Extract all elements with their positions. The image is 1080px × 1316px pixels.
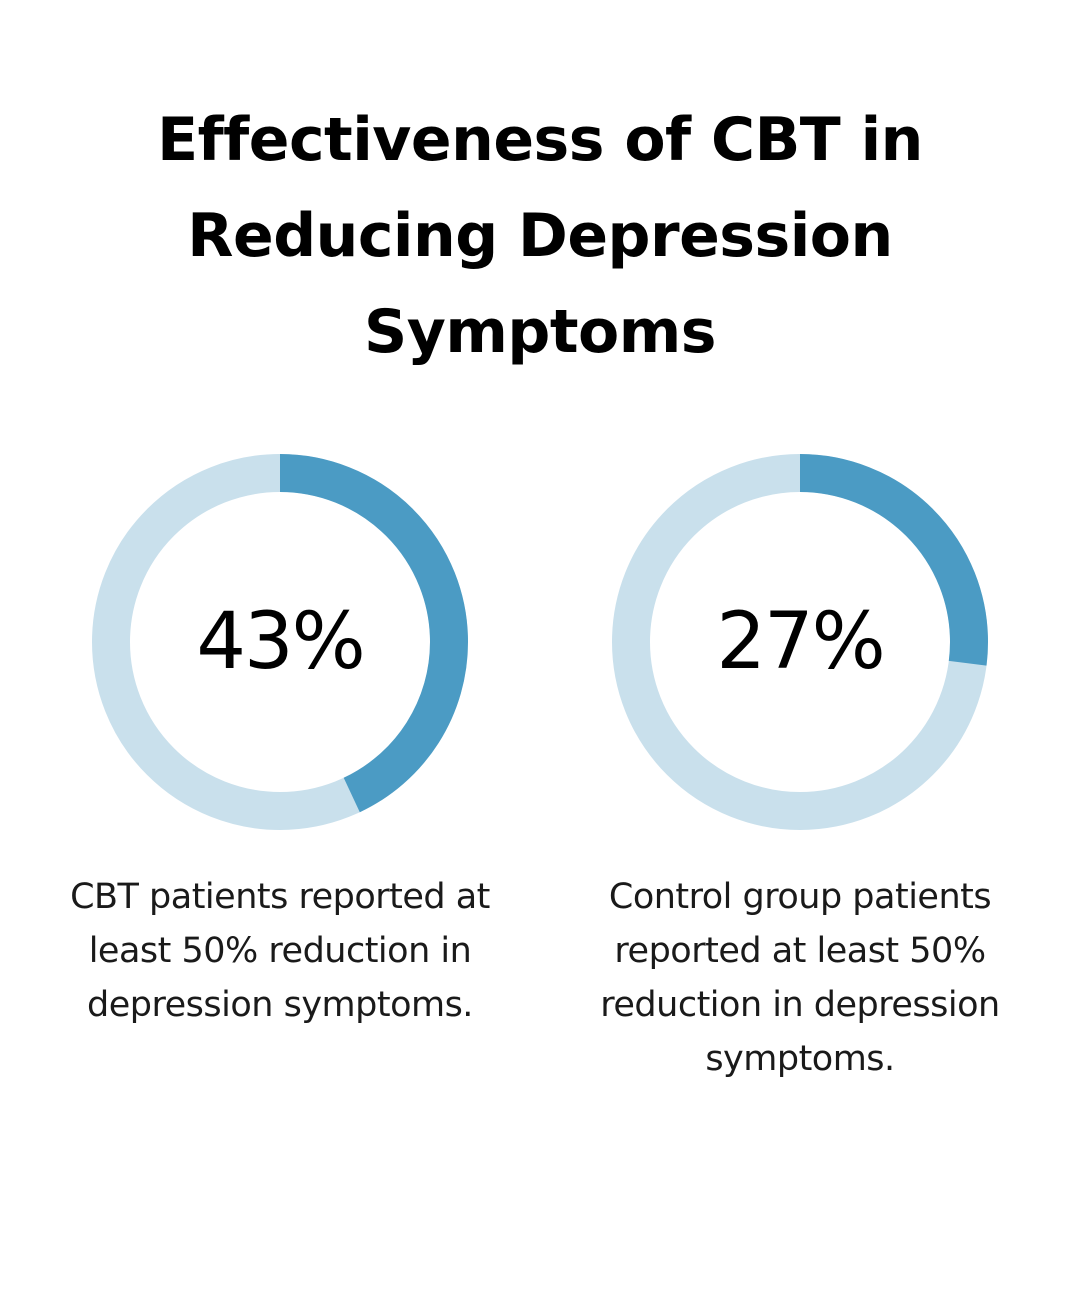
stat-card-cbt: 43% CBT patients reported at least 50% r… — [50, 452, 510, 1032]
stat-card-control: 27% Control group patients reported at l… — [570, 452, 1030, 1086]
percent-label: 27% — [716, 597, 885, 687]
percent-label: 43% — [196, 597, 365, 687]
stat-caption: Control group patients reported at least… — [600, 877, 1000, 1079]
donut-fill — [92, 454, 468, 830]
donut-svg-cbt — [92, 454, 468, 830]
donut-fill — [612, 454, 988, 830]
donut-chart-cbt: 43% — [90, 452, 470, 832]
stat-caption: CBT patients reported at least 50% reduc… — [70, 877, 490, 1025]
page-title: Effectiveness of CBT in Reducing Depress… — [157, 105, 923, 367]
donut-chart-control: 27% — [610, 452, 990, 832]
donut-svg-control — [612, 454, 988, 830]
